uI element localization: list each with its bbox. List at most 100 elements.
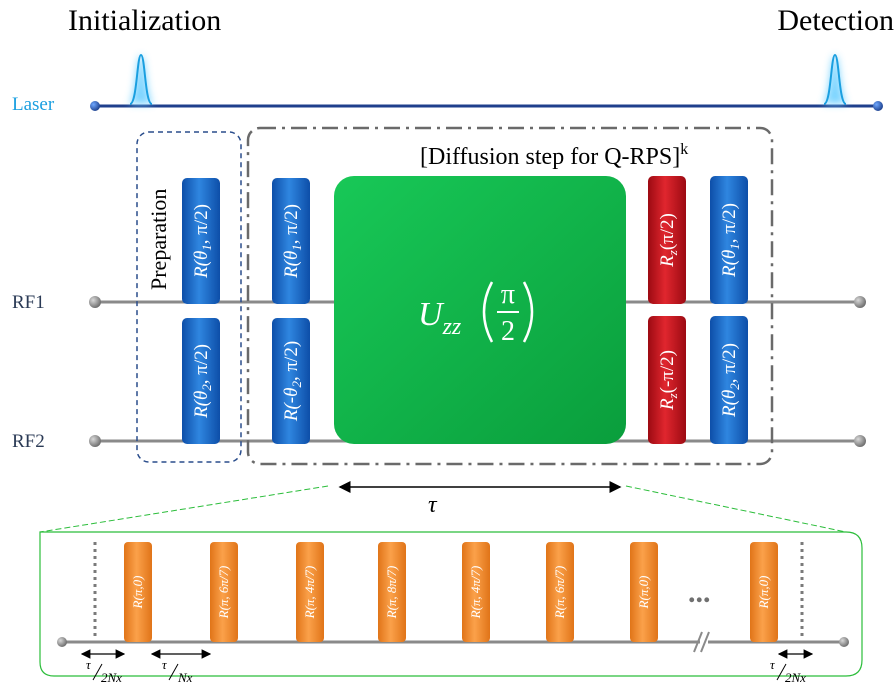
- sequence-pulse: R(π, 6π/7): [546, 542, 574, 642]
- rf2-channel-label: RF2: [12, 431, 45, 452]
- d2-rf1-pre: R(θ: [719, 250, 740, 278]
- preparation-label: Preparation: [146, 189, 171, 290]
- uzz-numerator: π: [501, 279, 515, 310]
- sequence-pulse: R(π, 8π/7): [378, 542, 406, 642]
- sequence-pulse-label: R(π,0): [756, 576, 771, 610]
- zoom-guide-left: [39, 485, 329, 533]
- uzz-symbol: U: [418, 296, 445, 333]
- spacing-last-label: τ 2Nx: [770, 657, 806, 685]
- svg-text:R(θ2, π/2): R(θ2, π/2): [719, 343, 742, 418]
- sequence-pulse: R(π, 4π/7): [462, 542, 490, 642]
- svg-text:Rz(π/2): Rz(π/2): [657, 213, 680, 268]
- spacing-first-label: τ 2Nx: [86, 657, 122, 685]
- rz-rf1-post: (π/2): [657, 213, 678, 250]
- rf1-channel-label: RF1: [12, 292, 45, 313]
- sequence-break-mark-1: [693, 631, 703, 653]
- sequence-pulse-label: R(π, 6π/7): [552, 566, 567, 620]
- spacing-first-den: 2Nx: [101, 670, 122, 685]
- laser-line-start: [90, 101, 100, 111]
- sequence-pulse: R(π, 4π/7): [296, 542, 324, 642]
- rf2-line-end: [854, 435, 866, 447]
- rz-rf1-pulse: Rz(π/2): [648, 176, 686, 304]
- sequence-zoom-box: [39, 531, 863, 677]
- sequence-line-start: [57, 637, 67, 647]
- sequence-pulse: R(π,0): [124, 542, 152, 642]
- sequence-ellipsis: ...: [688, 576, 711, 609]
- sequence-pulses: R(π,0) R(π, 6π/7) R(π, 4π/7) R(π, 8π/7) R(π,…: [124, 542, 778, 642]
- diffusion-rf1-pulse-1: R(θ1, π/2): [272, 178, 310, 304]
- d2-rf2-post: , π/2): [719, 343, 740, 383]
- diffusion-rf2-pulse-1: R(-θ2, π/2): [272, 318, 310, 444]
- rz-rf2-pulse: Rz(-π/2): [648, 316, 686, 444]
- rz-rf1-pre: R: [657, 255, 678, 268]
- svg-text:R(θ2, π/2): R(θ2, π/2): [191, 344, 214, 419]
- prep-rf2-pulse: R(θ2, π/2): [182, 318, 220, 444]
- sequence-line-end: [839, 637, 849, 647]
- sequence-pulse: R(π, 6π/7): [210, 542, 238, 642]
- detection-label: Detection: [777, 4, 894, 37]
- d1-rf1-sub: 1: [289, 244, 304, 251]
- prep-rf1-pre: R(θ: [191, 251, 212, 279]
- preparation-box: [136, 131, 242, 463]
- spacing-mid-num: τ: [162, 657, 168, 672]
- sequence-pulse: R(π,0): [630, 542, 658, 642]
- laser-channel-label: Laser: [12, 94, 55, 115]
- svg-text:R(-θ2, π/2): R(-θ2, π/2): [281, 341, 304, 422]
- d1-rf1-pre: R(θ: [281, 251, 302, 279]
- prep-rf2-post: , π/2): [191, 344, 212, 384]
- sequence-pulse: R(π,0): [750, 542, 778, 642]
- svg-text:R(θ1, π/2): R(θ1, π/2): [281, 204, 304, 279]
- uzz-gate-label: Uzz π 2: [418, 279, 534, 347]
- prep-rf1-post: , π/2): [191, 204, 212, 244]
- laser-line-end: [873, 101, 883, 111]
- diffusion-step-box: [246, 126, 774, 466]
- d2-rf1-sub: 1: [727, 243, 742, 250]
- rf1-line-end: [854, 296, 866, 308]
- d2-rf2-pre: R(θ: [719, 390, 740, 418]
- svg-text:Rz(-π/2): Rz(-π/2): [657, 350, 680, 411]
- svg-text:Uzz: Uzz: [418, 296, 462, 340]
- svg-text:R(θ1, π/2): R(θ1, π/2): [191, 204, 214, 279]
- diffusion-step-label: [Diffusion step for Q-RPS]k: [420, 141, 688, 170]
- spacing-first-num: τ: [86, 657, 92, 672]
- spacing-last-den: 2Nx: [785, 670, 806, 685]
- spacing-mid-label: τ Nx: [162, 657, 193, 685]
- uzz-left-paren: [482, 281, 494, 343]
- detection-laser-pulse: [822, 53, 848, 105]
- diffusion-rf2-pulse-2: R(θ2, π/2): [710, 316, 748, 444]
- sequence-pulse-label: R(π,0): [130, 576, 145, 610]
- d2-rf1-post: , π/2): [719, 203, 740, 243]
- rf1-line-start: [89, 296, 101, 308]
- uzz-right-paren: [522, 281, 534, 343]
- prep-rf1-pulse: R(θ1, π/2): [182, 178, 220, 304]
- svg-text:R(θ1, π/2): R(θ1, π/2): [719, 203, 742, 278]
- initialization-laser-pulse: [128, 53, 154, 105]
- rz-rf2-sub: z: [665, 393, 680, 399]
- uzz-subscript: zz: [442, 314, 462, 340]
- rz-rf2-post: (-π/2): [657, 350, 678, 393]
- uzz-denominator: 2: [501, 316, 515, 347]
- sequence-break-mark-2: [700, 631, 710, 653]
- d1-rf2-post: , π/2): [281, 341, 302, 381]
- sequence-pulse-label: R(π, 8π/7): [384, 566, 399, 620]
- diffusion-step-text: [Diffusion step for Q-RPS]: [420, 144, 680, 170]
- tau-label: τ: [428, 492, 438, 518]
- prep-rf2-pre: R(θ: [191, 391, 212, 419]
- spacing-mid-den: Nx: [177, 670, 193, 685]
- rf2-line-start: [89, 435, 101, 447]
- sequence-pulse-label: R(π, 6π/7): [216, 566, 231, 620]
- prep-rf1-sub: 1: [199, 244, 214, 251]
- zoom-guide-right: [625, 485, 847, 533]
- diffusion-rf1-pulse-2: R(θ1, π/2): [710, 176, 748, 304]
- d2-rf2-sub: 2: [727, 383, 742, 390]
- sequence-pulse-label: R(π,0): [636, 576, 651, 610]
- prep-rf2-sub: 2: [199, 384, 214, 391]
- d1-rf2-pre: R(-θ: [281, 388, 302, 423]
- sequence-pulse-label: R(π, 4π/7): [468, 566, 483, 620]
- spacing-last-num: τ: [770, 657, 776, 672]
- uzz-gate: [334, 176, 626, 444]
- d1-rf1-post: , π/2): [281, 204, 302, 244]
- sequence-pulse-label: R(π, 4π/7): [302, 566, 317, 620]
- diffusion-step-power: k: [680, 141, 688, 158]
